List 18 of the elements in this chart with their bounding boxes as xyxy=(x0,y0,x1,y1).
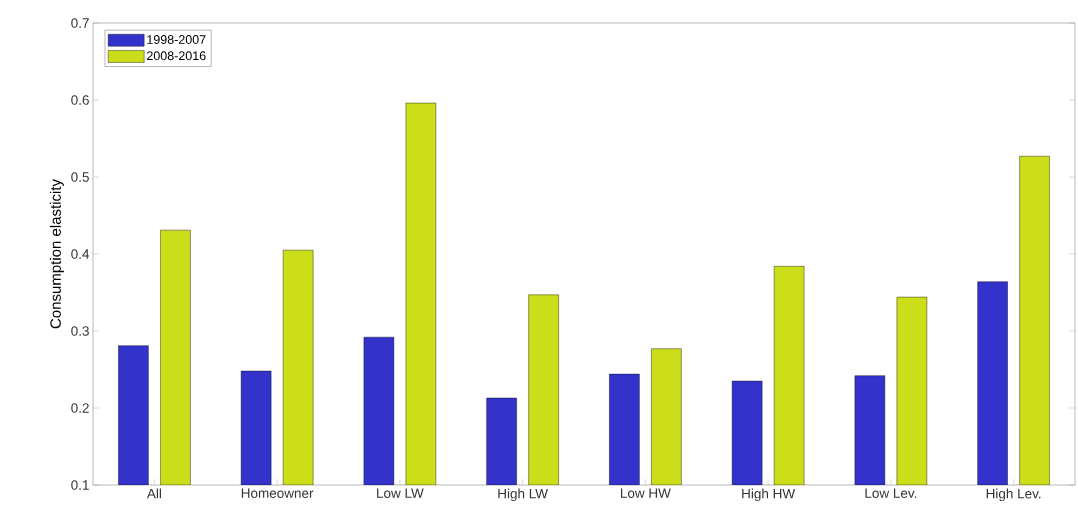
x-tick-label: Low HW xyxy=(620,488,671,498)
y-tick-label: 0.1 xyxy=(71,480,89,490)
x-tick-label: All xyxy=(146,488,161,499)
legend-label: 1998-2007 xyxy=(147,35,206,44)
x-tick-label: Homeowner xyxy=(241,488,314,498)
y-tick-label: 0.5 xyxy=(71,172,89,182)
y-tick-label: 0.6 xyxy=(71,95,89,105)
x-tick-label: High Lev. xyxy=(986,488,1041,502)
y-tick-label: 0.3 xyxy=(71,326,89,336)
x-tick-label: High HW xyxy=(742,488,796,502)
legend-label: 2008-2016 xyxy=(146,51,206,61)
x-tick-label: High LW xyxy=(498,488,548,502)
y-tick-label: 0.2 xyxy=(71,403,89,413)
y-axis-title: Consumption elasticity xyxy=(49,179,64,329)
x-tick-label: Low LW xyxy=(377,488,424,498)
y-tick-label: 0.7 xyxy=(71,18,89,28)
x-tick-label: Low Lev. xyxy=(865,488,917,498)
y-tick-label: 0.4 xyxy=(71,249,90,259)
